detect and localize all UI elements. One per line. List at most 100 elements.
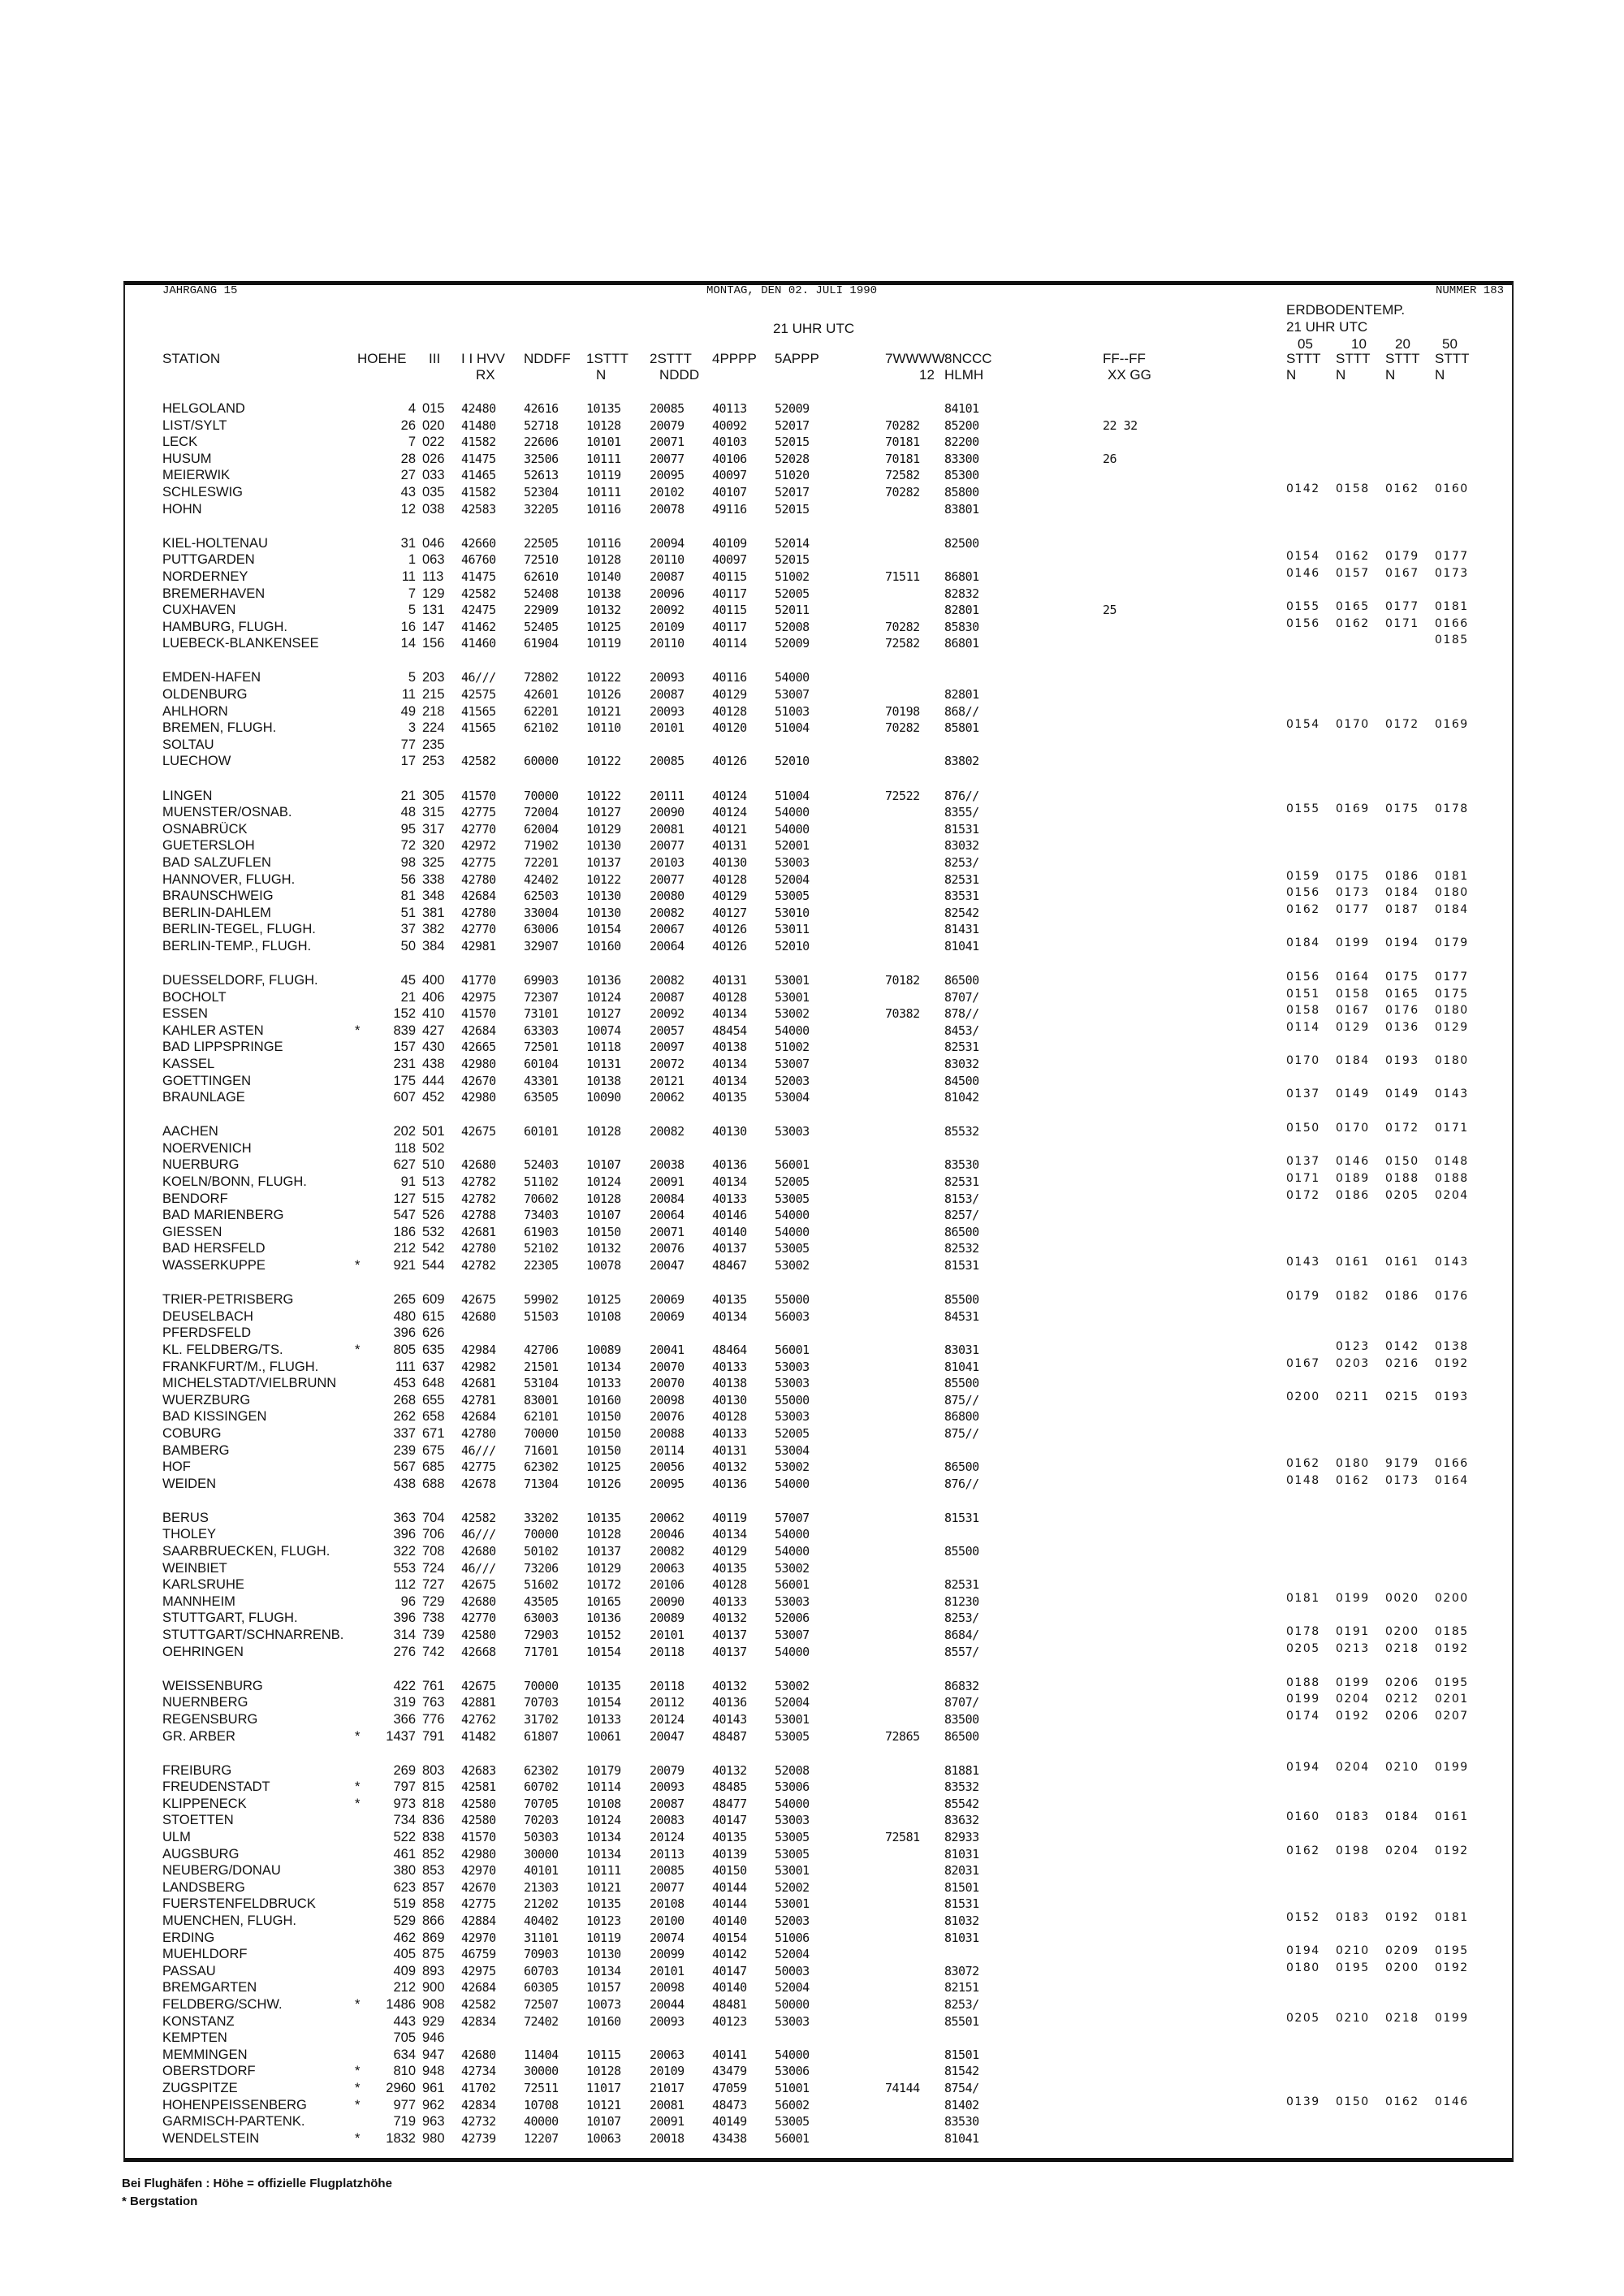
synop-group-5: 40126 [712,939,747,953]
col-c5: 4PPPP [712,351,757,366]
station-name: TRIER-PETRISBERG [162,1292,294,1307]
synop-group-6: 53005 [775,1847,810,1861]
synop-group-2: 70703 [524,1695,559,1710]
col-hoehe: HOEHE [357,351,407,366]
synop-group-2: 33004 [524,906,559,920]
station-name: BAMBERG [162,1443,230,1458]
soil-temp-05: 0150 [1286,1122,1320,1135]
station-index: 427 [422,1023,445,1038]
soil-temp-20: 0212 [1385,1693,1419,1706]
station-name: BERLIN-TEMP., FLUGH. [162,939,312,953]
synop-group-1: 41565 [461,704,496,719]
footnote-mountain: * Bergstation [122,2194,198,2208]
synop-group-3: 10125 [586,1459,621,1474]
group-8nccc: 82200 [944,435,979,449]
synop-group-3: 10131 [586,1057,621,1071]
synop-group-1: 42675 [461,1124,496,1139]
synop-group-5: 40119 [712,1511,747,1525]
station-name: AUGSBURG [162,1847,240,1861]
station-height: 634 [393,2047,416,2062]
station-name: BERLIN-DAHLEM [162,906,271,920]
synop-group-3: 10150 [586,1443,621,1458]
station-index: 430 [422,1040,445,1054]
synop-group-1: 46/// [461,1561,496,1576]
synop-group-2: 22606 [524,435,559,449]
soil-temp-10: 0210 [1336,2012,1370,2025]
synop-group-5: 40141 [712,2047,747,2062]
synop-group-2: 61807 [524,1729,559,1744]
station-height: 27 [400,468,416,482]
col-c3-sub: N [596,367,607,383]
station-height: 49 [400,704,416,719]
soil-temp-50: 0179 [1435,936,1469,949]
synop-group-6: 53002 [775,1459,810,1474]
group-8nccc: 8557/ [944,1645,979,1659]
synop-group-4: 20044 [650,1997,685,2012]
synop-group-6: 53003 [775,1360,810,1374]
group-8nccc: 875// [944,1426,979,1441]
station-name: WUERZBURG [162,1393,251,1407]
group-8nccc: 86800 [944,1409,979,1424]
synop-group-5: 40124 [712,805,747,819]
station-index: 513 [422,1174,445,1189]
station-height: 567 [393,1459,416,1474]
soil-temp-05: 0200 [1286,1390,1320,1403]
synop-group-3: 10152 [586,1628,621,1642]
soil-temp-10: 0183 [1336,1810,1370,1823]
synop-group-1: 42680 [461,1157,496,1172]
wind-gust: 25 [1103,603,1117,617]
synop-group-4: 20062 [650,1511,685,1525]
group-8nccc: 81531 [944,822,979,837]
synop-group-4: 20095 [650,468,685,482]
station-name: STUTTGART/SCHNARRENB. [162,1628,344,1642]
soil-temp-10: 0158 [1336,988,1370,1001]
synop-group-4: 20087 [650,990,685,1005]
group-8nccc: 84101 [944,401,979,416]
synop-group-6: 53003 [775,1594,810,1609]
station-index: 542 [422,1241,445,1256]
soil-temp-10: 0157 [1336,567,1370,580]
soil-temp-10: 0183 [1336,1911,1370,1924]
synop-group-1: 42834 [461,2098,496,2112]
synop-group-2: 72511 [524,2081,559,2095]
synop-group-4: 20108 [650,1896,685,1911]
col-soil-0: STTT [1286,351,1321,366]
synop-group-1: 42480 [461,401,496,416]
soil-temp-05: 0179 [1286,1290,1320,1303]
synop-group-2: 60702 [524,1779,559,1794]
station-index: 706 [422,1527,445,1541]
col-c3: 1STTT [586,351,628,366]
soil-temp-05: 0184 [1286,936,1320,949]
group-8nccc: 86500 [944,1729,979,1744]
soil-temp-05: 0154 [1286,718,1320,731]
station-name: OEHRINGEN [162,1645,244,1659]
synop-group-6: 55000 [775,1393,810,1407]
station-name: FREIBURG [162,1763,232,1778]
mountain-marker: * [355,1997,361,2012]
station-height: 547 [393,1208,416,1222]
synop-group-1: 42680 [461,1544,496,1559]
synop-group-2: 71304 [524,1477,559,1491]
station-index: 648 [422,1376,445,1390]
synop-group-6: 54000 [775,670,810,685]
synop-group-4: 20057 [650,1023,685,1038]
soil-temp-50: 0185 [1435,1625,1469,1638]
station-index: 818 [422,1797,445,1811]
soil-temp-05: 0156 [1286,617,1320,630]
synop-group-2: 69903 [524,973,559,988]
synop-group-1: 42734 [461,2064,496,2078]
station-height: 314 [393,1628,416,1642]
station-height: 839 [393,1023,416,1038]
synop-group-1: 42680 [461,1309,496,1324]
synop-group-1: 42580 [461,1628,496,1642]
synop-group-5: 40113 [712,401,747,416]
synop-group-1: 42970 [461,1931,496,1945]
group-7wwww: 70182 [885,973,920,988]
group-8nccc: 85500 [944,1376,979,1390]
synop-group-6: 53001 [775,990,810,1005]
group-8nccc: 8253/ [944,855,979,870]
issue-date: MONTAG, DEN 02. JULI 1990 [706,284,878,297]
synop-group-3: 10114 [586,1779,621,1794]
observation-time: 21 UHR UTC [773,321,855,336]
synop-group-2: 72903 [524,1628,559,1642]
